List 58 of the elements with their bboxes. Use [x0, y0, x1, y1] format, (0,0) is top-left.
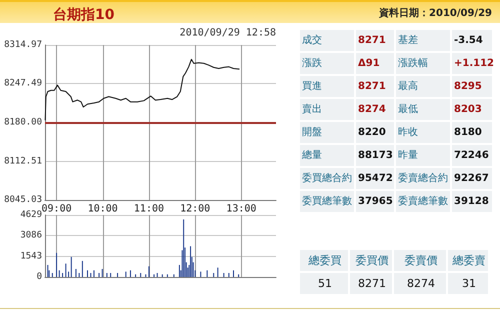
text: 漲跌	[300, 53, 354, 74]
text: 委賣總筆數	[396, 191, 450, 212]
line-series	[44, 58, 240, 121]
y-tick-label: 8180.00	[4, 118, 42, 128]
text: 37965	[356, 191, 394, 212]
text: 委賣總合約	[396, 168, 450, 189]
text: 39128	[452, 191, 492, 212]
y-tick-label: 4629	[20, 210, 42, 220]
text: 賣出	[300, 99, 354, 120]
text: 開盤	[300, 122, 354, 143]
text: 基差	[396, 30, 450, 51]
chart-title: 台期指10	[53, 7, 115, 23]
y-tick-label: 1543	[20, 251, 42, 262]
x-tick-label: 09:00	[41, 204, 72, 214]
text: 委賣價	[394, 250, 446, 271]
text: 總量	[300, 145, 354, 166]
text: 漲跌幅	[396, 53, 450, 74]
text: 72246	[452, 145, 492, 166]
text: 買進	[300, 76, 354, 97]
y-tick-label: 8314.97	[4, 40, 42, 50]
y-tick-label: 8045.03	[4, 195, 42, 205]
text: 88173	[356, 145, 394, 166]
text: 8295	[452, 76, 492, 97]
text: 昨量	[396, 145, 450, 166]
text: 委買價	[350, 250, 392, 271]
x-tick-label: 13:00	[226, 204, 256, 214]
text: +1.112	[452, 53, 494, 74]
text: 資料日期：2010/09/29	[379, 6, 492, 20]
text: 最高	[396, 76, 450, 97]
text: 委買總筆數	[300, 191, 354, 212]
text: 8274	[394, 273, 446, 294]
y-tick-label: 8247.49	[4, 78, 42, 89]
x-tick-label: 11:00	[134, 204, 164, 214]
text: 委買總合約	[300, 168, 354, 189]
text: 總委賣	[448, 250, 488, 271]
text: 最低	[396, 99, 450, 120]
y-tick-label: 8112.51	[4, 156, 42, 166]
text: 8274	[356, 99, 394, 120]
text: 95472	[356, 168, 394, 189]
y-tick-label: 0	[36, 272, 42, 282]
x-tick-label: 12:00	[180, 204, 210, 214]
text: Δ91	[356, 53, 394, 74]
text: -3.54	[452, 30, 492, 51]
text: 92267	[452, 168, 492, 189]
y-tick-label: 3086	[20, 230, 42, 241]
text: 8271	[356, 76, 394, 97]
text: 51	[300, 273, 348, 294]
text: 總委買	[300, 250, 348, 271]
text: 8180	[452, 122, 492, 143]
text: 8203	[452, 99, 492, 120]
text: 31	[448, 273, 488, 294]
text: 8271	[350, 273, 392, 294]
text: 昨收	[396, 122, 450, 143]
text: 8271	[356, 30, 394, 51]
text: 2010/09/29 12:58	[180, 28, 276, 38]
x-tick-label: 10:00	[88, 204, 118, 214]
text: 成交	[300, 30, 354, 51]
text: 8220	[356, 122, 394, 143]
